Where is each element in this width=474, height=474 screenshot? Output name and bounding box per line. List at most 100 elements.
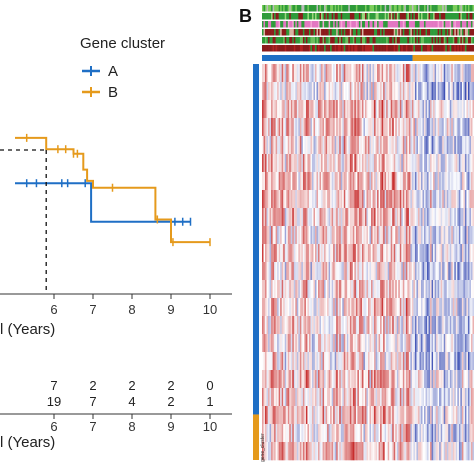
heatmap-cell — [416, 334, 419, 353]
heatmap-cell — [430, 244, 432, 263]
heatmap-cell — [289, 388, 292, 407]
heatmap-cell — [354, 262, 357, 281]
heatmap-cell — [419, 100, 422, 119]
heatmap-cell — [463, 406, 466, 425]
annotation-cell — [280, 13, 282, 20]
heatmap-cell — [439, 118, 441, 137]
annotation-cell — [386, 29, 388, 36]
heatmap-cell — [448, 226, 451, 245]
heatmap-cell — [310, 280, 313, 299]
heatmap-cell — [343, 352, 346, 371]
heatmap-cell — [334, 100, 337, 119]
heatmap-cell — [304, 226, 307, 245]
annotation-cell — [461, 37, 464, 44]
heatmap-cell — [313, 424, 316, 443]
heatmap-cell — [351, 64, 354, 83]
heatmap-cell — [354, 388, 357, 407]
annotation-cell — [452, 45, 455, 52]
annotation-cell — [384, 21, 387, 28]
heatmap-cell — [310, 154, 313, 173]
heatmap-cell — [398, 262, 401, 281]
heatmap-cell — [460, 172, 463, 191]
heatmap-cell — [381, 334, 384, 353]
heatmap-cell — [315, 388, 317, 407]
heatmap-cell — [342, 226, 345, 245]
heatmap-cell — [448, 280, 451, 299]
annotation-cell — [401, 21, 404, 28]
heatmap-cell — [387, 172, 390, 191]
heatmap-cell — [389, 442, 392, 461]
heatmap-cell — [417, 82, 420, 101]
annotation-cell — [416, 29, 419, 36]
heatmap-cell — [290, 370, 293, 389]
heatmap-cell — [325, 442, 328, 461]
heatmap-cell — [298, 424, 301, 443]
heatmap-cell — [466, 118, 469, 137]
heatmap-cell — [301, 226, 304, 245]
heatmap-cell — [380, 298, 382, 317]
heatmap-cell — [395, 172, 398, 191]
heatmap-cell — [437, 298, 440, 317]
heatmap-cell — [405, 226, 408, 245]
annotation-cell — [437, 45, 440, 52]
heatmap-cell — [321, 190, 323, 209]
heatmap-cell — [402, 424, 405, 443]
annotation-cell — [421, 13, 423, 20]
heatmap-cell — [470, 442, 473, 461]
heatmap-cell — [363, 388, 366, 407]
heatmap-cell — [349, 226, 352, 245]
heatmap-cell — [357, 118, 360, 137]
heatmap-cell — [464, 82, 467, 101]
annotation-cell — [318, 13, 320, 20]
heatmap-cell — [278, 172, 281, 191]
heatmap-cell — [293, 244, 296, 263]
heatmap-cell — [351, 406, 354, 425]
heatmap-cell — [369, 388, 372, 407]
heatmap-cell — [349, 190, 352, 209]
heatmap-cell — [422, 352, 425, 371]
heatmap-cell — [334, 118, 337, 137]
heatmap-cell — [334, 82, 337, 101]
annotation-cell — [334, 21, 337, 28]
heatmap-cell — [340, 280, 343, 299]
heatmap-cell — [280, 118, 282, 137]
annotation-cell — [427, 29, 429, 36]
heatmap-cell — [311, 370, 314, 389]
heatmap-cell — [358, 424, 361, 443]
heatmap-cell — [422, 370, 425, 389]
annotation-cell — [377, 5, 379, 12]
annotation-cell — [333, 37, 335, 44]
heatmap-cell — [330, 406, 332, 425]
heatmap-cell — [364, 388, 367, 407]
heatmap-cell — [369, 280, 372, 299]
heatmap-cell — [442, 244, 445, 263]
heatmap-cell — [358, 82, 361, 101]
heatmap-cell — [352, 100, 355, 119]
heatmap-cell — [443, 316, 446, 335]
heatmap-cell — [419, 136, 422, 155]
annotation-cell — [389, 45, 392, 52]
heatmap-cell — [472, 388, 474, 407]
heatmap-cell — [422, 280, 425, 299]
annotation-cell — [318, 5, 320, 12]
heatmap-cell — [384, 442, 387, 461]
heatmap-cell — [411, 298, 414, 317]
heatmap-cell — [296, 334, 299, 353]
column-cluster-segment — [262, 55, 413, 61]
heatmap-cell — [461, 406, 464, 425]
annotation-cell — [452, 5, 455, 12]
heatmap-cell — [366, 190, 369, 209]
heatmap-cell — [458, 370, 461, 389]
annotation-cell — [363, 5, 366, 12]
heatmap-cell — [330, 190, 332, 209]
heatmap-cell — [330, 136, 332, 155]
heatmap-cell — [442, 334, 445, 353]
heatmap-cell — [445, 82, 448, 101]
heatmap-cell — [384, 298, 387, 317]
annotation-cell — [277, 21, 279, 28]
heatmap-cell — [381, 388, 384, 407]
heatmap-cell — [364, 136, 367, 155]
annotation-cell — [340, 21, 343, 28]
heatmap-cell — [318, 154, 320, 173]
heatmap-cell — [364, 100, 367, 119]
